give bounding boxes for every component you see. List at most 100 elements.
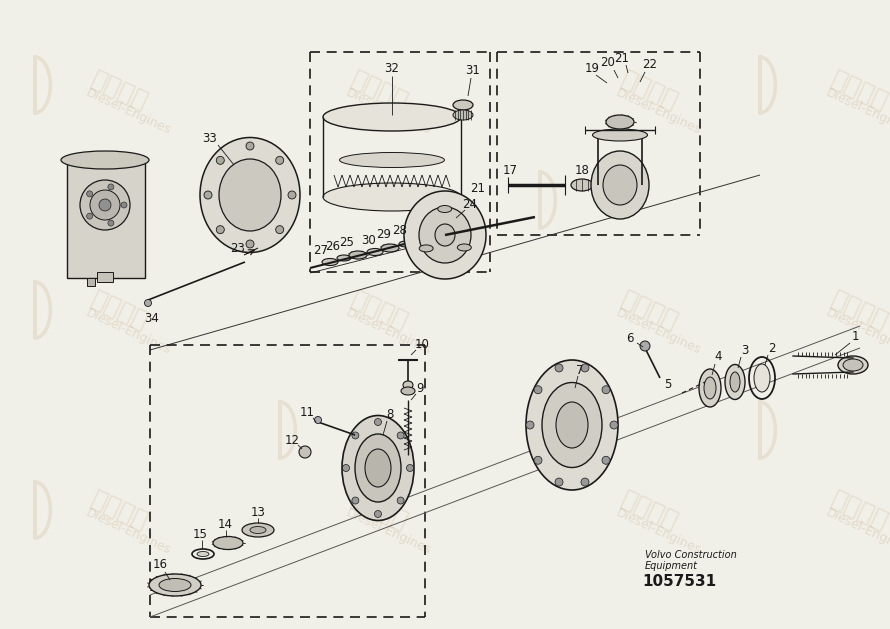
Text: 19: 19 [585,62,600,74]
Text: 21: 21 [471,182,486,194]
Ellipse shape [571,179,593,191]
Ellipse shape [843,359,863,371]
Text: 7: 7 [576,364,584,377]
Text: Volvo Construction: Volvo Construction [645,550,737,560]
Circle shape [99,199,111,211]
Text: Diesel-Engines: Diesel-Engines [823,87,890,138]
Text: 紫发动力: 紫发动力 [88,286,152,333]
Circle shape [288,191,296,199]
Bar [97,272,113,282]
Ellipse shape [367,248,383,255]
Text: 紫发动力: 紫发动力 [348,67,412,114]
Text: 15: 15 [192,528,207,540]
Circle shape [108,184,114,190]
Text: 紫发动力: 紫发动力 [88,67,152,114]
Ellipse shape [704,377,716,399]
Ellipse shape [339,152,444,167]
Ellipse shape [453,110,473,120]
Circle shape [86,213,93,219]
Ellipse shape [754,364,770,392]
Text: 14: 14 [217,518,232,530]
Ellipse shape [457,244,472,251]
Text: 3: 3 [741,343,748,357]
Circle shape [80,180,130,230]
Text: 13: 13 [251,506,265,518]
Circle shape [204,191,212,199]
Text: 25: 25 [340,235,354,248]
Ellipse shape [349,251,367,259]
Text: 21: 21 [614,52,629,65]
Circle shape [108,220,114,226]
Ellipse shape [242,523,274,537]
Circle shape [352,497,359,504]
Text: 紫发动力: 紫发动力 [348,286,412,333]
Text: Diesel-Engines: Diesel-Engines [344,506,433,557]
Ellipse shape [399,241,413,247]
Text: 30: 30 [361,233,376,247]
Ellipse shape [606,115,634,129]
Text: 1057531: 1057531 [642,574,716,589]
Text: 29: 29 [376,228,392,242]
Bar [87,278,95,286]
Ellipse shape [435,224,455,246]
Ellipse shape [699,369,721,407]
Text: 紫发动力: 紫发动力 [618,67,683,114]
Ellipse shape [419,245,433,252]
Ellipse shape [149,574,201,596]
Ellipse shape [219,159,281,231]
Circle shape [343,464,350,472]
Ellipse shape [200,138,300,252]
Text: 6: 6 [627,331,634,345]
Circle shape [299,446,311,458]
Circle shape [640,341,650,351]
Circle shape [534,456,542,464]
Ellipse shape [365,449,391,487]
Ellipse shape [404,191,486,279]
Text: 28: 28 [392,225,408,238]
Ellipse shape [61,151,149,169]
Text: 17: 17 [503,164,517,177]
Text: Diesel-Engines: Diesel-Engines [344,306,433,357]
Circle shape [555,478,563,486]
Ellipse shape [593,129,648,141]
Text: 23: 23 [231,242,246,255]
Ellipse shape [322,259,338,265]
Circle shape [86,191,93,197]
Text: Diesel-Engines: Diesel-Engines [344,87,433,138]
Ellipse shape [159,579,191,591]
Ellipse shape [401,387,415,395]
Ellipse shape [591,151,649,219]
Ellipse shape [342,416,414,521]
Text: 紫发动力: 紫发动力 [618,486,683,533]
Circle shape [555,364,563,372]
Text: Diesel-Engines: Diesel-Engines [613,87,703,138]
Circle shape [526,421,534,429]
Text: 2: 2 [768,342,776,355]
Text: Diesel-Engines: Diesel-Engines [613,306,703,357]
Ellipse shape [403,381,413,389]
Text: 紫发动力: 紫发动力 [88,486,152,533]
Text: 11: 11 [300,406,314,420]
Text: 1: 1 [851,330,859,343]
Circle shape [407,464,414,472]
Circle shape [276,157,284,164]
Text: 18: 18 [575,164,589,177]
Text: Diesel-Engines: Diesel-Engines [84,306,173,357]
Circle shape [121,202,127,208]
Circle shape [602,456,610,464]
Ellipse shape [730,372,740,392]
Ellipse shape [838,356,868,374]
Ellipse shape [419,207,471,263]
Text: 24: 24 [463,198,478,211]
Circle shape [246,240,254,248]
Text: 20: 20 [601,57,616,69]
Text: 紫发动力: 紫发动力 [828,486,890,533]
Circle shape [314,416,321,423]
Ellipse shape [603,165,637,205]
Circle shape [276,226,284,233]
Ellipse shape [542,382,602,467]
Circle shape [90,190,120,220]
Text: 4: 4 [715,350,722,364]
Text: Diesel-Engines: Diesel-Engines [613,506,703,557]
Circle shape [375,418,382,425]
